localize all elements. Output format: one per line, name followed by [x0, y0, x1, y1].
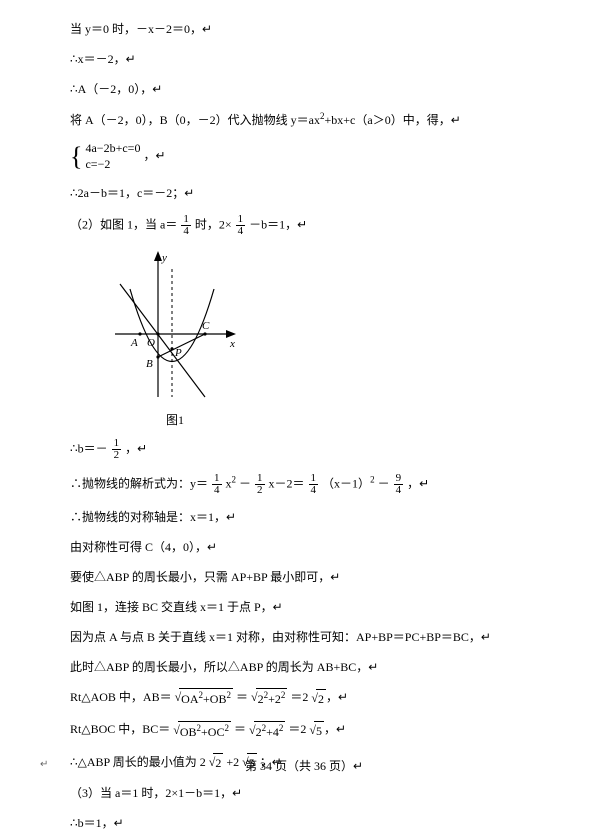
line-x-2: ∴x＝－2，↵ — [70, 50, 548, 68]
equation-system: { 4a−2b+c=0 c=−2 ，↵ — [70, 141, 548, 172]
frac-1-2: 12 — [112, 438, 122, 461]
text: ∴b＝－ — [70, 441, 108, 455]
svg-text:B: B — [146, 358, 153, 370]
frac: 94 — [394, 473, 404, 496]
text: （x－1） — [322, 476, 370, 490]
line-C: 由对称性可得 C（4，0），↵ — [70, 538, 548, 556]
text: ＝ — [236, 690, 248, 704]
figure-caption: 图1 — [110, 411, 240, 428]
figure-1: y x A O C B P — [110, 249, 548, 403]
tail: ，↵ — [143, 148, 165, 162]
text: 时，2× — [195, 217, 232, 231]
line-b-val: ∴b＝－ 12 ，↵ — [70, 438, 548, 461]
text: － — [378, 476, 390, 490]
text: Rt△BOC 中，BC＝ — [70, 722, 170, 736]
eq2: c=−2 — [85, 157, 110, 171]
frac: 14 — [309, 473, 319, 496]
text: +bx+c（a＞0）中，得，↵ — [325, 113, 461, 127]
line-y0: 当 y＝0 时，－x－2＝0，↵ — [70, 20, 548, 38]
svg-text:A: A — [130, 337, 138, 349]
sqrt-icon: 22+22 — [251, 688, 287, 708]
left-brace-icon: { — [70, 144, 82, 170]
text: ，↵ — [125, 441, 147, 455]
text: ＝2 — [288, 722, 306, 736]
sqrt-icon: 2 — [311, 689, 326, 708]
text: －b＝1，↵ — [249, 217, 307, 231]
frac-1-4: 14 — [236, 214, 246, 237]
line-rt-boc: Rt△BOC 中，BC＝ OB2+OC2 ＝ 22+42 ＝2 5，↵ — [70, 720, 548, 740]
page-footer: 第 34 页（共 36 页）↵ — [0, 757, 608, 774]
tail: ，↵ — [324, 722, 346, 736]
text: ＝2 — [290, 690, 308, 704]
line-part3: （3）当 a＝1 时，2×1－b＝1，↵ — [70, 784, 548, 802]
exp-2: 2 — [232, 474, 237, 484]
svg-text:C: C — [202, 320, 210, 332]
text: 将 A（－2，0），B（0，－2）代入抛物线 y＝ax — [70, 113, 320, 127]
line-sym: 因为点 A 与点 B 关于直线 x＝1 对称，由对称性可知：AP+BP＝PC+B… — [70, 628, 548, 646]
text: Rt△AOB 中，AB＝ — [70, 690, 172, 704]
line-parabola-eq: ∴抛物线的解析式为：y＝ 14 x2 － 12 x－2＝ 14 （x－1）2 －… — [70, 473, 548, 496]
line-min-cond: 要使△ABP 的周长最小，只需 AP+BP 最小即可，↵ — [70, 568, 548, 586]
frac-1-4: 14 — [181, 214, 191, 237]
frac: 14 — [212, 473, 222, 496]
line-perimeter: 此时△ABP 的周长最小，所以△ABP 的周长为 AB+BC，↵ — [70, 658, 548, 676]
sqrt-icon: 22+42 — [249, 721, 285, 741]
line-connect-BC: 如图 1，连接 BC 交直线 x＝1 于点 P，↵ — [70, 598, 548, 616]
text: （2）如图 1，当 a＝ — [70, 217, 177, 231]
exp-2: 2 — [370, 474, 375, 484]
tail: ，↵ — [326, 690, 348, 704]
line-part2: （2）如图 1，当 a＝ 14 时，2× 14 －b＝1，↵ — [70, 214, 548, 237]
text: ＝ — [234, 722, 246, 736]
sqrt-icon: OB2+OC2 — [173, 721, 231, 741]
line-b1: ∴b＝1，↵ — [70, 814, 548, 832]
svg-text:y: y — [161, 252, 167, 264]
svg-text:x: x — [229, 338, 235, 350]
line-2a-b: ∴2a－b＝1，c＝－2；↵ — [70, 184, 548, 202]
line-substitute: 将 A（－2，0），B（0，－2）代入抛物线 y＝ax2+bx+c（a＞0）中，… — [70, 110, 548, 129]
line-axis: ∴抛物线的对称轴是：x＝1，↵ — [70, 508, 548, 526]
line-A: ∴A（－2，0），↵ — [70, 80, 548, 98]
line-rt-aob: Rt△AOB 中，AB＝ OA2+OB2 ＝ 22+22 ＝2 2，↵ — [70, 688, 548, 708]
frac: 12 — [255, 473, 265, 496]
sqrt-icon: OA2+OB2 — [175, 688, 233, 708]
eq1: 4a−2b+c=0 — [85, 141, 140, 155]
text: － — [239, 476, 251, 490]
svg-text:O: O — [147, 337, 155, 349]
text: ∴抛物线的解析式为：y＝ — [70, 476, 208, 490]
text: ，↵ — [407, 476, 429, 490]
text: x－2＝ — [269, 476, 305, 490]
sqrt-icon: 5 — [309, 721, 324, 740]
svg-text:P: P — [174, 347, 182, 359]
